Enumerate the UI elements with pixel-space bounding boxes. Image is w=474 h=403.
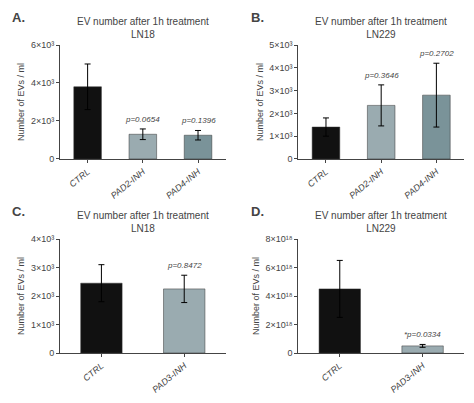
svg-text:Number of EVs / ml: Number of EVs / ml <box>255 63 265 141</box>
svg-text:3×10³: 3×10³ <box>31 263 54 273</box>
svg-text:8×10¹⁸: 8×10¹⁸ <box>265 234 292 244</box>
svg-text:Number of EVs / ml: Number of EVs / ml <box>251 257 261 335</box>
svg-text:CTRL: CTRL <box>67 167 91 190</box>
svg-text:Number of EVs / ml: Number of EVs / ml <box>16 257 26 335</box>
svg-text:1×10³: 1×10³ <box>269 131 292 141</box>
svg-text:5×10³: 5×10³ <box>269 40 292 50</box>
svg-text:p=0.2702: p=0.2702 <box>419 49 454 58</box>
svg-text:PAD2-INH: PAD2-INH <box>109 166 147 201</box>
svg-text:CTRL: CTRL <box>306 167 330 190</box>
svg-text:PAD3-INH: PAD3-INH <box>389 360 427 395</box>
svg-text:*p=0.0334: *p=0.0334 <box>404 330 441 339</box>
svg-text:EV number after 1h treatmentLN: EV number after 1h treatmentLN18 <box>77 16 209 40</box>
svg-text:6×10¹⁸: 6×10¹⁸ <box>265 263 292 273</box>
svg-text:CTRL: CTRL <box>320 361 344 384</box>
svg-text:p=0.8472: p=0.8472 <box>167 261 202 270</box>
svg-text:1×10³: 1×10³ <box>31 320 54 330</box>
svg-text:p=0.0654: p=0.0654 <box>125 115 160 124</box>
svg-text:3×10³: 3×10³ <box>269 86 292 96</box>
svg-text:EV number after 1h treatmentLN: EV number after 1h treatmentLN18 <box>77 210 209 234</box>
svg-text:EV number after 1h treatmentLN: EV number after 1h treatmentLN229 <box>315 16 447 40</box>
svg-text:2×10³: 2×10³ <box>31 291 54 301</box>
svg-text:PAD3-INH: PAD3-INH <box>150 360 188 395</box>
svg-text:4×10³: 4×10³ <box>269 63 292 73</box>
svg-text:4×10³: 4×10³ <box>31 78 54 88</box>
svg-text:6×10³: 6×10³ <box>31 40 54 50</box>
svg-text:PAD4-INH: PAD4-INH <box>402 166 440 201</box>
svg-text:0: 0 <box>288 348 293 358</box>
svg-text:2×10¹⁸: 2×10¹⁸ <box>265 320 292 330</box>
svg-text:PAD2-INH: PAD2-INH <box>347 166 385 201</box>
svg-text:CTRL: CTRL <box>81 361 105 384</box>
svg-text:4×10³: 4×10³ <box>31 234 54 244</box>
svg-text:2×10³: 2×10³ <box>269 109 292 119</box>
svg-text:Number of EVs / ml: Number of EVs / ml <box>16 63 26 141</box>
svg-text:C.: C. <box>12 204 25 219</box>
svg-text:A.: A. <box>12 10 25 25</box>
svg-text:PAD4-INH: PAD4-INH <box>164 166 202 201</box>
svg-text:D.: D. <box>251 204 264 219</box>
svg-text:4×10¹⁸: 4×10¹⁸ <box>265 291 292 301</box>
svg-text:0: 0 <box>288 154 293 164</box>
svg-text:0: 0 <box>49 348 54 358</box>
svg-text:EV number after 1h treatmentLN: EV number after 1h treatmentLN229 <box>315 210 447 234</box>
svg-text:2×10³: 2×10³ <box>31 116 54 126</box>
svg-text:B.: B. <box>251 10 264 25</box>
svg-text:p=0.1396: p=0.1396 <box>181 116 216 125</box>
svg-text:0: 0 <box>49 154 54 164</box>
svg-text:p=0.3646: p=0.3646 <box>364 71 399 80</box>
